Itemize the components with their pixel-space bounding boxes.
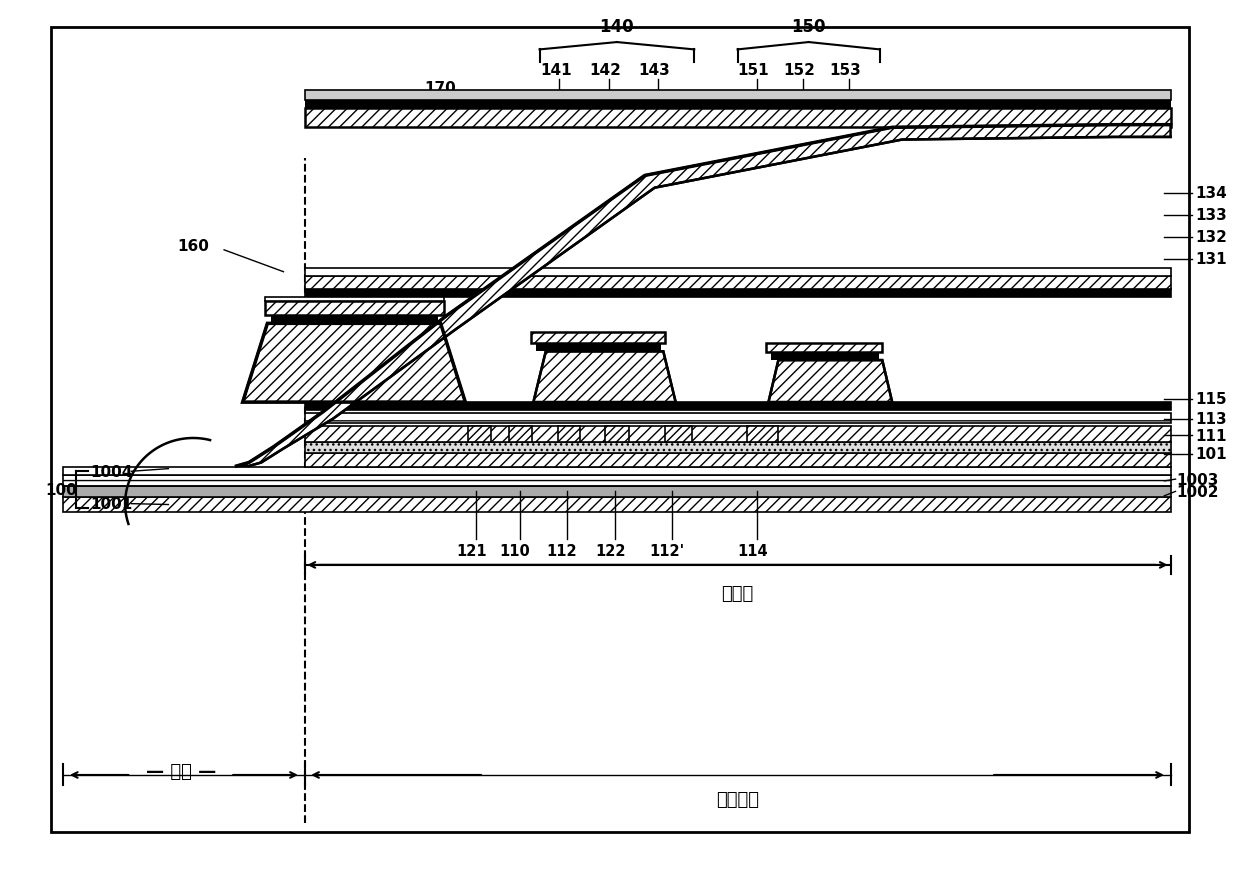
Bar (265, 302, 444, 315)
Bar (305, 453, 1171, 467)
Text: 153: 153 (830, 63, 861, 78)
Bar (766, 343, 883, 353)
Bar (265, 298, 444, 302)
Text: 111: 111 (1195, 428, 1226, 444)
Bar (305, 269, 1171, 277)
Text: 141: 141 (539, 63, 572, 78)
Text: 160: 160 (177, 239, 210, 253)
Bar (272, 315, 438, 324)
Bar (63, 475, 1171, 487)
Bar (748, 426, 779, 442)
Text: 143: 143 (639, 63, 671, 78)
Text: 1002: 1002 (1177, 484, 1219, 499)
Text: 113: 113 (1195, 412, 1226, 427)
Bar (305, 90, 1171, 101)
Bar (63, 487, 1171, 497)
Text: 110: 110 (500, 544, 531, 559)
Bar (305, 277, 1171, 290)
Bar (305, 413, 1171, 424)
Bar (536, 343, 661, 352)
Text: 114: 114 (737, 544, 768, 559)
Bar (558, 426, 580, 442)
Text: 122: 122 (595, 544, 625, 559)
Text: 100: 100 (45, 482, 77, 497)
Text: 112: 112 (547, 544, 577, 559)
Bar (305, 426, 1171, 442)
Bar (508, 426, 532, 442)
Text: 115: 115 (1195, 392, 1226, 407)
Text: 152: 152 (784, 63, 816, 78)
Text: 显示区: 显示区 (722, 584, 754, 602)
Text: 133: 133 (1195, 208, 1228, 223)
Polygon shape (769, 360, 893, 403)
Bar (63, 467, 1171, 475)
Text: 像素岛区: 像素岛区 (715, 790, 759, 809)
Bar (63, 497, 1171, 513)
Bar (665, 426, 692, 442)
Bar (305, 101, 1171, 109)
Polygon shape (533, 352, 676, 403)
Text: — 孔区 —: — 孔区 — (145, 762, 216, 780)
Text: 112': 112' (650, 544, 684, 559)
Text: 121: 121 (456, 544, 487, 559)
Bar (305, 403, 1171, 410)
Text: 140: 140 (600, 18, 634, 36)
Bar (467, 426, 491, 442)
Bar (771, 353, 879, 360)
Bar (305, 109, 1171, 128)
Text: 1001: 1001 (91, 496, 133, 511)
Text: 131: 131 (1195, 252, 1226, 267)
Text: 134: 134 (1195, 186, 1228, 201)
Text: 151: 151 (738, 63, 770, 78)
Text: 1004: 1004 (91, 464, 133, 479)
Text: 142: 142 (589, 63, 621, 78)
Text: 132: 132 (1195, 230, 1228, 245)
Polygon shape (237, 125, 1171, 467)
Bar (605, 426, 629, 442)
Polygon shape (243, 324, 465, 403)
Text: 170: 170 (425, 82, 456, 96)
Text: 101: 101 (1195, 446, 1226, 461)
Bar (305, 442, 1171, 453)
Text: 150: 150 (791, 18, 826, 36)
Bar (531, 332, 665, 343)
Bar (305, 290, 1171, 298)
Text: 1003: 1003 (1177, 472, 1219, 487)
